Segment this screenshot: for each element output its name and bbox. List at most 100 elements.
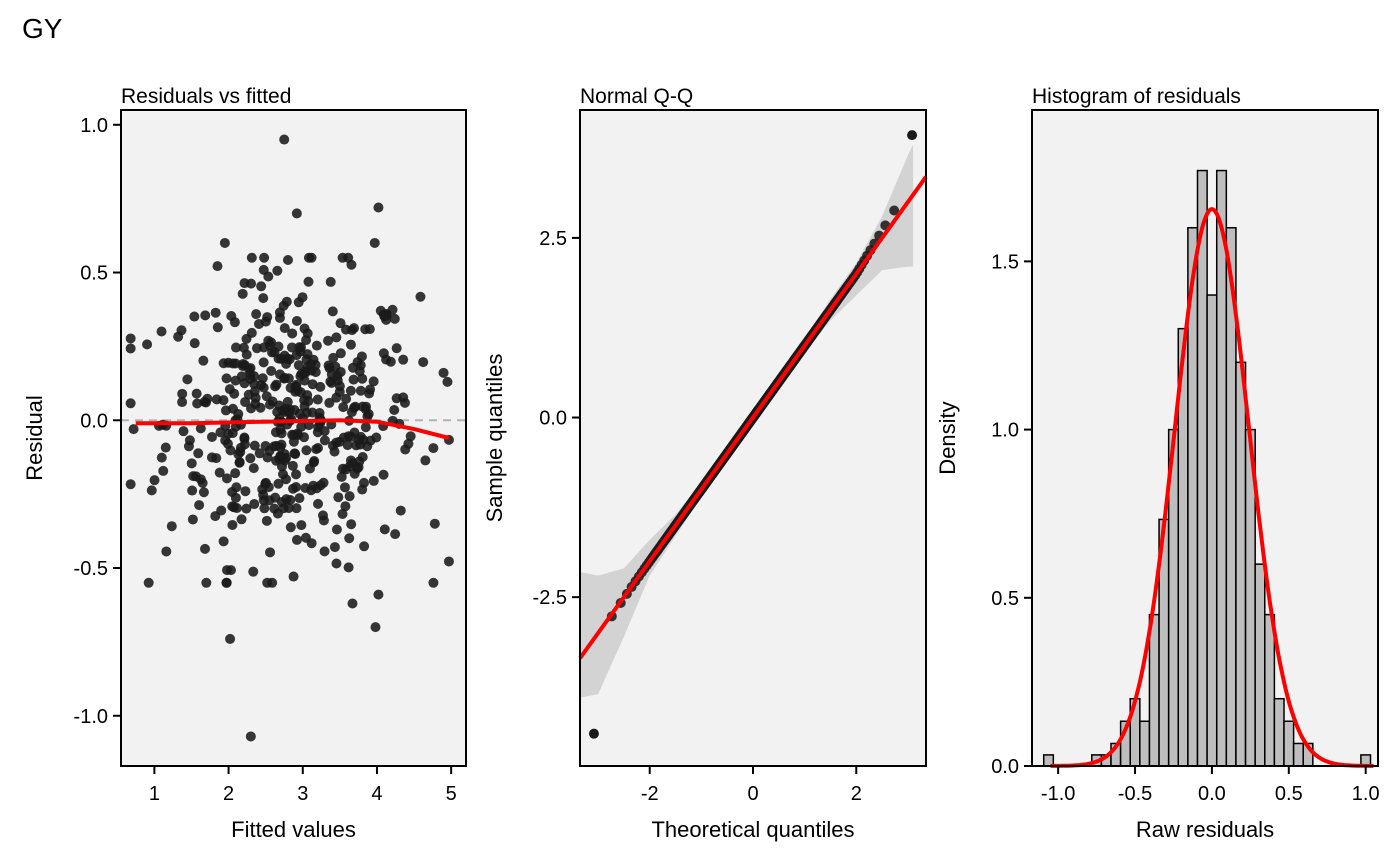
residual-point xyxy=(299,323,310,334)
residual-point xyxy=(318,477,329,488)
residual-point xyxy=(182,374,193,385)
residual-point xyxy=(258,293,269,304)
residual-point xyxy=(212,322,223,333)
residual-point xyxy=(257,373,268,384)
residual-point xyxy=(240,486,251,497)
normal-qq-panel: Normal Q-Q Theoretical quantiles Sample … xyxy=(482,85,928,842)
residual-point xyxy=(389,313,400,324)
residual-point xyxy=(202,393,213,404)
residual-point xyxy=(287,460,298,471)
residual-point xyxy=(269,347,280,358)
residual-point xyxy=(291,534,302,545)
residual-point xyxy=(405,431,416,442)
residual-point xyxy=(398,354,409,365)
residual-point xyxy=(333,492,344,503)
residual-point xyxy=(149,475,160,486)
histogram-bar xyxy=(1235,361,1247,767)
residual-point xyxy=(246,252,257,263)
residual-point xyxy=(225,633,236,644)
residual-point xyxy=(297,292,308,303)
residual-point xyxy=(255,402,266,413)
residual-point xyxy=(250,392,261,403)
y-tick-label: 2.5 xyxy=(539,228,567,250)
residual-point xyxy=(200,310,211,321)
residual-point xyxy=(241,503,252,514)
residual-point xyxy=(311,340,322,351)
residual-point xyxy=(156,452,167,463)
residual-point xyxy=(231,503,242,514)
residual-point xyxy=(368,376,379,387)
residual-point xyxy=(303,276,314,287)
residual-point xyxy=(381,314,392,325)
residual-point xyxy=(349,402,360,413)
histogram-bar xyxy=(1215,169,1228,767)
residual-point xyxy=(395,505,406,516)
residual-point xyxy=(271,379,282,390)
residual-point xyxy=(187,514,198,525)
residual-point xyxy=(230,375,241,386)
histogram-bar xyxy=(1148,613,1160,767)
residual-point xyxy=(360,404,371,415)
residual-point xyxy=(341,393,352,404)
residual-point xyxy=(351,440,362,451)
x-tick-label: 3 xyxy=(297,783,308,805)
residual-point xyxy=(339,482,350,493)
residual-point xyxy=(283,503,294,514)
residual-point xyxy=(420,455,431,466)
residual-point xyxy=(312,442,323,453)
residual-point xyxy=(245,453,256,464)
residual-point xyxy=(156,326,167,337)
qq-point xyxy=(889,205,900,216)
residual-point xyxy=(308,354,319,365)
residual-point xyxy=(327,440,338,451)
residual-point xyxy=(359,541,370,552)
residual-point xyxy=(287,328,298,339)
residual-point xyxy=(442,376,453,387)
residual-point xyxy=(390,529,401,540)
residual-point xyxy=(177,397,188,408)
residual-point xyxy=(385,356,396,367)
residual-point xyxy=(293,360,304,371)
residual-point xyxy=(281,494,292,505)
residual-point xyxy=(259,503,270,514)
residual-point xyxy=(221,577,232,588)
residual-point xyxy=(248,566,259,577)
residual-point xyxy=(378,348,389,359)
residual-point xyxy=(324,397,335,408)
x-tick-label: 1 xyxy=(149,783,160,805)
residual-point xyxy=(360,324,371,335)
residual-point xyxy=(368,475,379,486)
residual-point xyxy=(258,495,269,506)
residual-point xyxy=(192,398,203,409)
histogram-bar xyxy=(1264,613,1276,767)
residual-point xyxy=(160,442,171,453)
x-tick-label: 0 xyxy=(747,783,758,805)
residual-point xyxy=(365,384,376,395)
x-tick-label: 0.0 xyxy=(1198,783,1226,805)
residual-point xyxy=(391,393,402,404)
figure-title: GY xyxy=(22,13,63,44)
residual-point xyxy=(345,339,356,350)
residual-point xyxy=(294,342,305,353)
y-tick-label: -2.5 xyxy=(533,587,567,609)
residual-point xyxy=(280,406,291,417)
residual-point xyxy=(161,546,172,557)
residual-point xyxy=(373,202,384,213)
residual-point xyxy=(428,577,439,588)
residual-point xyxy=(261,391,272,402)
y-tick-label: 0.5 xyxy=(991,588,1019,610)
residual-point xyxy=(195,423,206,434)
residual-point xyxy=(259,252,270,263)
panel-background xyxy=(580,110,926,766)
residual-point xyxy=(223,357,234,368)
residual-point xyxy=(307,379,318,390)
panel-title: Residuals vs fitted xyxy=(121,85,291,108)
residual-point xyxy=(198,487,209,498)
residual-point xyxy=(325,376,336,387)
residual-point xyxy=(300,367,311,378)
residual-point xyxy=(239,360,250,371)
panel-border xyxy=(120,109,467,767)
y-tick-label: -0.5 xyxy=(74,558,108,580)
residual-point xyxy=(347,362,358,373)
